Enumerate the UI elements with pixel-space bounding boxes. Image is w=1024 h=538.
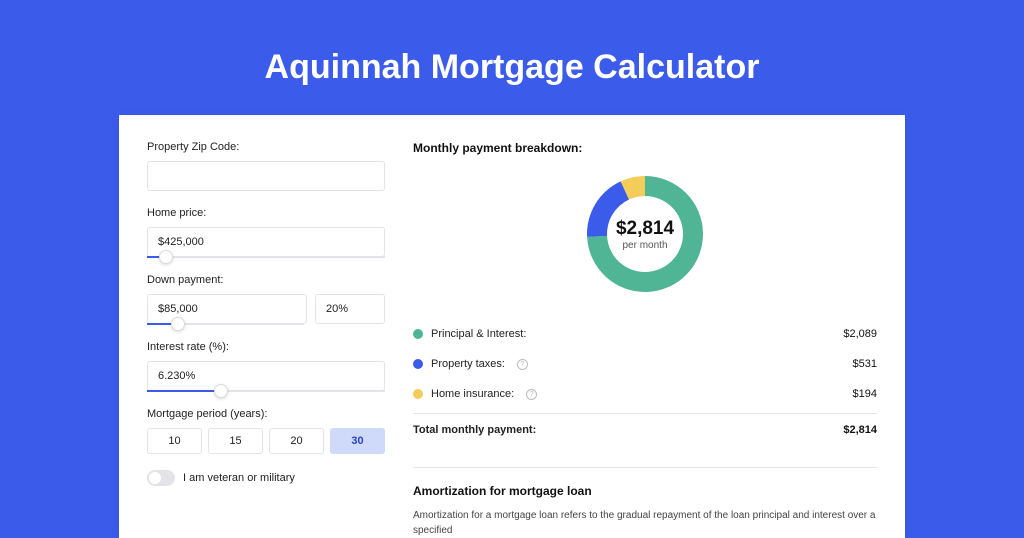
- legend-label: Property taxes:: [431, 358, 505, 370]
- legend-dot: [413, 389, 423, 399]
- breakdown-column: Monthly payment breakdown: $2,814per mon…: [413, 141, 877, 538]
- down-payment-group: Down payment:: [147, 274, 385, 325]
- page-title: Aquinnah Mortgage Calculator: [0, 0, 1024, 115]
- period-btn-30[interactable]: 30: [330, 428, 385, 454]
- legend-value: $2,089: [843, 328, 877, 340]
- toggle-knob: [149, 472, 161, 484]
- amortization-text: Amortization for a mortgage loan refers …: [413, 508, 877, 538]
- home-price-group: Home price:: [147, 207, 385, 258]
- legend-label: Principal & Interest:: [431, 328, 526, 340]
- donut-chart: $2,814per month: [413, 169, 877, 299]
- donut-center-sub: per month: [622, 240, 667, 251]
- legend-row: Home insurance:? $194: [413, 379, 877, 409]
- interest-rate-input[interactable]: [147, 361, 385, 391]
- veteran-toggle[interactable]: [147, 470, 175, 486]
- period-group: Mortgage period (years): 10152030: [147, 408, 385, 454]
- zip-label: Property Zip Code:: [147, 141, 385, 153]
- down-payment-slider[interactable]: [147, 323, 304, 325]
- legend-value: $194: [853, 388, 877, 400]
- info-icon[interactable]: ?: [526, 389, 537, 400]
- legend-dot: [413, 359, 423, 369]
- amortization-section: Amortization for mortgage loan Amortizat…: [413, 467, 877, 538]
- legend-row: Principal & Interest: $2,089: [413, 319, 877, 349]
- veteran-label: I am veteran or military: [183, 472, 295, 484]
- period-btn-10[interactable]: 10: [147, 428, 202, 454]
- veteran-row: I am veteran or military: [147, 470, 385, 486]
- period-label: Mortgage period (years):: [147, 408, 385, 420]
- form-column: Property Zip Code: Home price: Down paym…: [147, 141, 385, 538]
- legend-label: Home insurance:: [431, 388, 514, 400]
- calculator-card: Property Zip Code: Home price: Down paym…: [119, 115, 905, 538]
- legend-dot: [413, 329, 423, 339]
- breakdown-title: Monthly payment breakdown:: [413, 141, 877, 155]
- interest-rate-label: Interest rate (%):: [147, 341, 385, 353]
- zip-input[interactable]: [147, 161, 385, 191]
- period-btn-20[interactable]: 20: [269, 428, 324, 454]
- donut-center-amount: $2,814: [616, 218, 674, 240]
- info-icon[interactable]: ?: [517, 359, 528, 370]
- legend-row: Property taxes:? $531: [413, 349, 877, 379]
- amortization-title: Amortization for mortgage loan: [413, 484, 877, 498]
- legend-value: $531: [853, 358, 877, 370]
- down-payment-pct-input[interactable]: [315, 294, 385, 324]
- total-row: Total monthly payment: $2,814: [413, 413, 877, 445]
- total-value: $2,814: [843, 424, 877, 436]
- interest-rate-group: Interest rate (%):: [147, 341, 385, 392]
- home-price-slider[interactable]: [147, 256, 385, 258]
- zip-group: Property Zip Code:: [147, 141, 385, 191]
- down-payment-label: Down payment:: [147, 274, 385, 286]
- home-price-input[interactable]: [147, 227, 385, 257]
- home-price-label: Home price:: [147, 207, 385, 219]
- period-btn-15[interactable]: 15: [208, 428, 263, 454]
- interest-rate-slider[interactable]: [147, 390, 385, 392]
- total-label: Total monthly payment:: [413, 424, 536, 436]
